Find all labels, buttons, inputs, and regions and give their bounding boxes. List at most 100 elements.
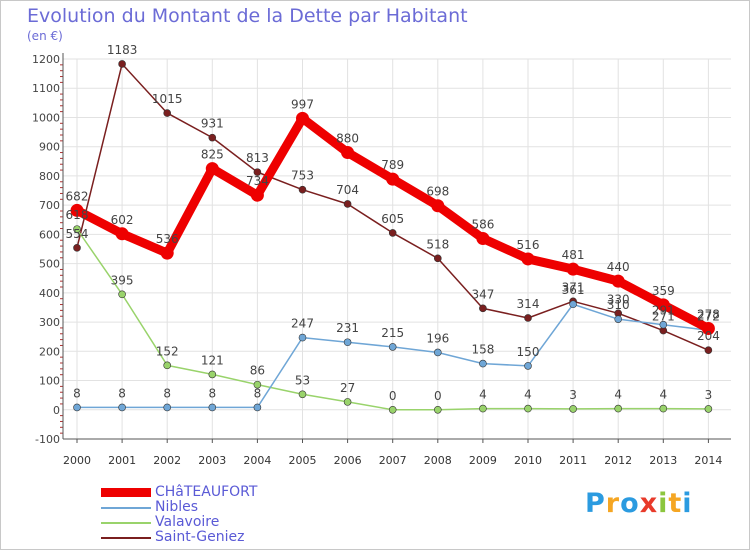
data-label: 931 bbox=[201, 117, 224, 131]
data-label: 86 bbox=[250, 364, 265, 378]
axes: -100010020030040050060070080090010001100… bbox=[32, 53, 731, 467]
data-point bbox=[386, 172, 400, 186]
data-point bbox=[433, 405, 442, 414]
x-tick-label: 2000 bbox=[63, 454, 91, 467]
data-point bbox=[208, 370, 217, 379]
data-point bbox=[298, 390, 307, 399]
data-point bbox=[569, 300, 577, 309]
data-label: 310 bbox=[607, 298, 630, 312]
x-tick-label: 2006 bbox=[334, 454, 362, 467]
data-label: 789 bbox=[381, 158, 404, 172]
data-point bbox=[569, 405, 577, 413]
data-point bbox=[343, 200, 352, 208]
data-label: 1015 bbox=[152, 92, 183, 106]
data-point bbox=[298, 333, 307, 342]
data-label: 618 bbox=[66, 208, 89, 222]
x-tick-label: 2013 bbox=[649, 454, 677, 467]
y-tick-label: -100 bbox=[35, 433, 60, 446]
data-point bbox=[656, 298, 670, 312]
data-label: 150 bbox=[517, 345, 540, 359]
chart-title: Evolution du Montant de la Dette par Hab… bbox=[27, 5, 468, 27]
data-point bbox=[431, 199, 445, 213]
data-label: 4 bbox=[659, 388, 667, 402]
y-tick-label: 1200 bbox=[32, 53, 60, 66]
data-point bbox=[704, 405, 713, 413]
data-point bbox=[115, 227, 129, 241]
data-label: 27 bbox=[340, 381, 355, 395]
data-label: 0 bbox=[434, 389, 442, 403]
data-label: 698 bbox=[426, 185, 449, 199]
legend-swatch bbox=[101, 537, 151, 539]
data-label: 536 bbox=[156, 232, 179, 246]
y-tick-label: 600 bbox=[39, 228, 60, 241]
x-tick-label: 2008 bbox=[424, 454, 452, 467]
data-point bbox=[659, 320, 668, 329]
data-point bbox=[659, 404, 668, 413]
data-label: 8 bbox=[163, 386, 171, 400]
data-label: 0 bbox=[389, 389, 397, 403]
logo-letter: r bbox=[605, 488, 621, 519]
data-label: 278 bbox=[697, 308, 720, 322]
data-point bbox=[479, 304, 487, 313]
data-label: 734 bbox=[246, 174, 269, 188]
data-label: 196 bbox=[426, 331, 449, 345]
data-point bbox=[253, 403, 262, 412]
data-point bbox=[614, 404, 623, 413]
y-tick-label: 800 bbox=[39, 170, 60, 183]
x-tick-label: 2007 bbox=[379, 454, 407, 467]
data-point bbox=[388, 343, 397, 351]
data-point bbox=[205, 162, 219, 176]
data-point bbox=[253, 380, 262, 389]
x-tick-label: 2011 bbox=[559, 454, 587, 467]
legend-swatch bbox=[101, 522, 151, 524]
data-label: 8 bbox=[118, 386, 126, 400]
data-labels: 5541183101593181375370460551834731437133… bbox=[66, 43, 720, 403]
x-tick-label: 2009 bbox=[469, 454, 497, 467]
data-label: 359 bbox=[652, 284, 675, 298]
logo-letter: i bbox=[682, 488, 693, 519]
data-label: 4 bbox=[614, 388, 622, 402]
y-tick-label: 400 bbox=[39, 287, 60, 300]
y-tick-label: 300 bbox=[39, 316, 60, 329]
data-point bbox=[163, 403, 171, 412]
data-label: 516 bbox=[517, 238, 540, 252]
data-point bbox=[701, 322, 715, 336]
data-label: 4 bbox=[524, 388, 532, 402]
x-tick-label: 2001 bbox=[108, 454, 136, 467]
data-label: 753 bbox=[291, 169, 314, 183]
data-point bbox=[163, 361, 171, 370]
y-tick-label: 1000 bbox=[32, 111, 60, 124]
data-label: 8 bbox=[254, 386, 262, 400]
data-point bbox=[479, 359, 487, 368]
series-ch-teaufort bbox=[70, 111, 715, 336]
data-label: 361 bbox=[562, 283, 585, 297]
data-point bbox=[566, 262, 580, 276]
x-tick-label: 2010 bbox=[514, 454, 542, 467]
data-point bbox=[433, 348, 442, 357]
data-label: 247 bbox=[291, 317, 314, 331]
data-point bbox=[70, 203, 84, 217]
series-valavoire bbox=[73, 225, 713, 414]
data-label: 314 bbox=[517, 297, 540, 311]
legend-label: CHâTEAUFORT bbox=[155, 484, 258, 500]
data-label: 880 bbox=[336, 132, 359, 146]
y-tick-label: 200 bbox=[39, 345, 60, 358]
data-label: 825 bbox=[201, 148, 224, 162]
data-label: 4 bbox=[479, 388, 487, 402]
data-point bbox=[208, 403, 217, 412]
data-point bbox=[476, 231, 490, 245]
data-label: 347 bbox=[471, 287, 494, 301]
logo-letter: i bbox=[658, 488, 669, 519]
x-tick-label: 2012 bbox=[604, 454, 632, 467]
y-tick-label: 100 bbox=[39, 375, 60, 388]
data-point bbox=[614, 315, 623, 323]
data-label: 371 bbox=[562, 280, 585, 294]
data-point bbox=[524, 404, 532, 413]
data-label: 330 bbox=[607, 292, 630, 306]
legend-label: Nibles bbox=[155, 499, 199, 515]
logo-letter: t bbox=[668, 488, 683, 519]
data-point bbox=[433, 254, 442, 263]
logo-letter: P bbox=[585, 488, 606, 519]
data-label: 704 bbox=[336, 183, 359, 197]
